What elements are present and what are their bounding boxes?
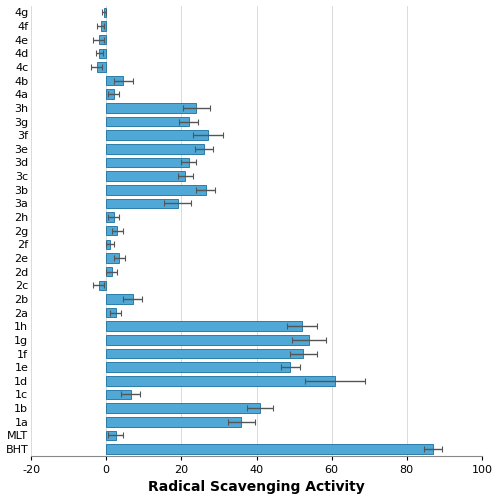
Bar <box>106 294 132 304</box>
Bar <box>106 322 302 331</box>
Bar <box>106 376 336 386</box>
Bar <box>106 212 114 222</box>
Bar <box>97 62 106 72</box>
Bar <box>106 444 433 454</box>
Bar <box>106 226 118 235</box>
Bar <box>101 21 106 31</box>
Bar <box>106 144 204 154</box>
Bar <box>106 198 178 208</box>
Bar <box>106 362 290 372</box>
Bar <box>106 90 114 99</box>
Bar <box>106 335 309 344</box>
Bar <box>106 253 120 263</box>
Bar <box>106 348 303 358</box>
Bar <box>99 280 106 290</box>
Bar <box>106 308 116 318</box>
X-axis label: Radical Scavenging Activity: Radical Scavenging Activity <box>148 480 365 494</box>
Bar <box>106 117 189 126</box>
Bar <box>106 158 189 168</box>
Bar <box>106 185 206 194</box>
Bar <box>106 130 208 140</box>
Bar <box>106 76 123 86</box>
Bar <box>106 267 112 276</box>
Bar <box>106 172 185 181</box>
Bar <box>106 417 242 426</box>
Bar <box>106 390 130 399</box>
Bar <box>99 35 106 44</box>
Bar <box>106 103 196 113</box>
Bar <box>106 240 110 249</box>
Bar <box>105 8 106 17</box>
Bar <box>100 48 106 58</box>
Bar <box>106 404 260 413</box>
Bar <box>106 430 116 440</box>
